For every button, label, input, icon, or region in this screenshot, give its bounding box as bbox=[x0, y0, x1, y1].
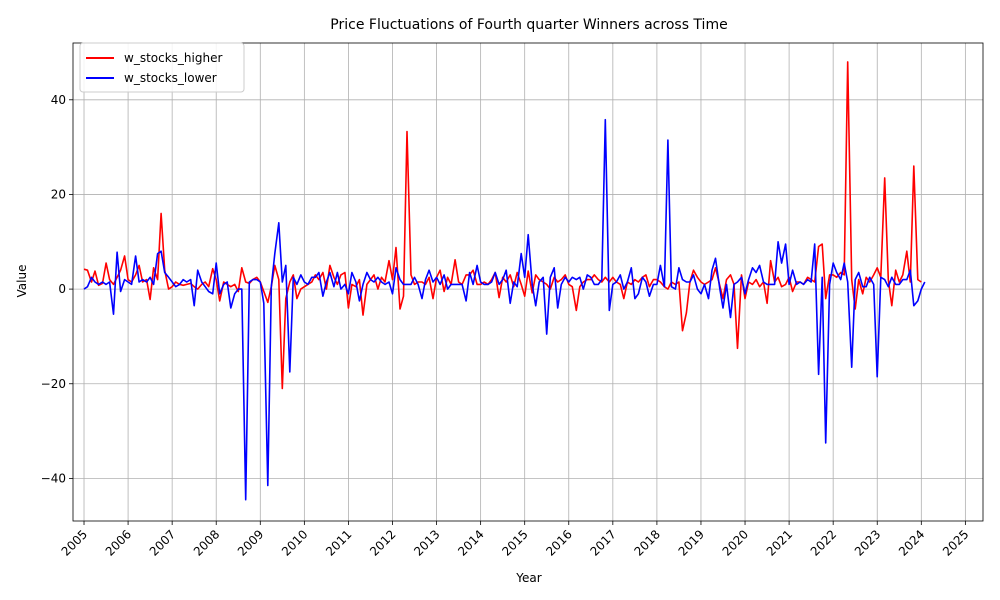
series-line-higher bbox=[83, 61, 922, 390]
plot-frame bbox=[72, 42, 984, 522]
x-tick-label: 2007 bbox=[147, 527, 178, 558]
legend-label-higher: w_stocks_higher bbox=[124, 51, 222, 65]
x-tick-label: 2019 bbox=[676, 527, 707, 558]
x-tick-label: 2018 bbox=[632, 527, 663, 558]
x-tick-label: 2005 bbox=[59, 527, 90, 558]
x-tick-label: 2014 bbox=[455, 527, 486, 558]
y-axis-title: Value bbox=[15, 265, 29, 298]
y-tick-label: −20 bbox=[41, 377, 66, 391]
y-axis: −40 −20 0 20 40 bbox=[41, 93, 73, 485]
series-line-lower bbox=[83, 118, 926, 501]
x-tick-label: 2015 bbox=[499, 527, 530, 558]
series-lines bbox=[83, 61, 926, 501]
x-tick-label: 2010 bbox=[279, 527, 310, 558]
legend: w_stocks_higher w_stocks_lower bbox=[79, 42, 245, 93]
x-tick-label: 2016 bbox=[543, 527, 574, 558]
legend-label-lower: w_stocks_lower bbox=[124, 71, 217, 85]
x-tick-label: 2025 bbox=[940, 527, 971, 558]
x-tick-label: 2024 bbox=[896, 527, 927, 558]
x-axis: 2005 2006 2007 2008 2009 2010 2011 2012 2013 2014… bbox=[59, 521, 971, 559]
y-tick-label: 20 bbox=[51, 187, 66, 201]
x-tick-label: 2009 bbox=[235, 527, 266, 558]
x-axis-title: Year bbox=[515, 571, 541, 585]
x-tick-label: 2021 bbox=[764, 527, 795, 558]
y-tick-label: 0 bbox=[58, 282, 66, 296]
x-tick-label: 2011 bbox=[323, 527, 354, 558]
legend-box bbox=[79, 42, 245, 93]
x-tick-label: 2012 bbox=[367, 527, 398, 558]
chart-title: Price Fluctuations of Fourth quarter Win… bbox=[330, 17, 727, 33]
x-tick-label: 2023 bbox=[852, 527, 883, 558]
y-tick-label: 40 bbox=[51, 93, 66, 107]
x-tick-label: 2017 bbox=[587, 527, 618, 558]
y-tick-label: −40 bbox=[41, 471, 66, 485]
x-tick-label: 2006 bbox=[103, 527, 134, 558]
x-tick-label: 2013 bbox=[411, 527, 442, 558]
x-tick-label: 2008 bbox=[191, 527, 222, 558]
x-tick-label: 2022 bbox=[808, 527, 839, 558]
x-tick-label: 2020 bbox=[720, 527, 751, 558]
